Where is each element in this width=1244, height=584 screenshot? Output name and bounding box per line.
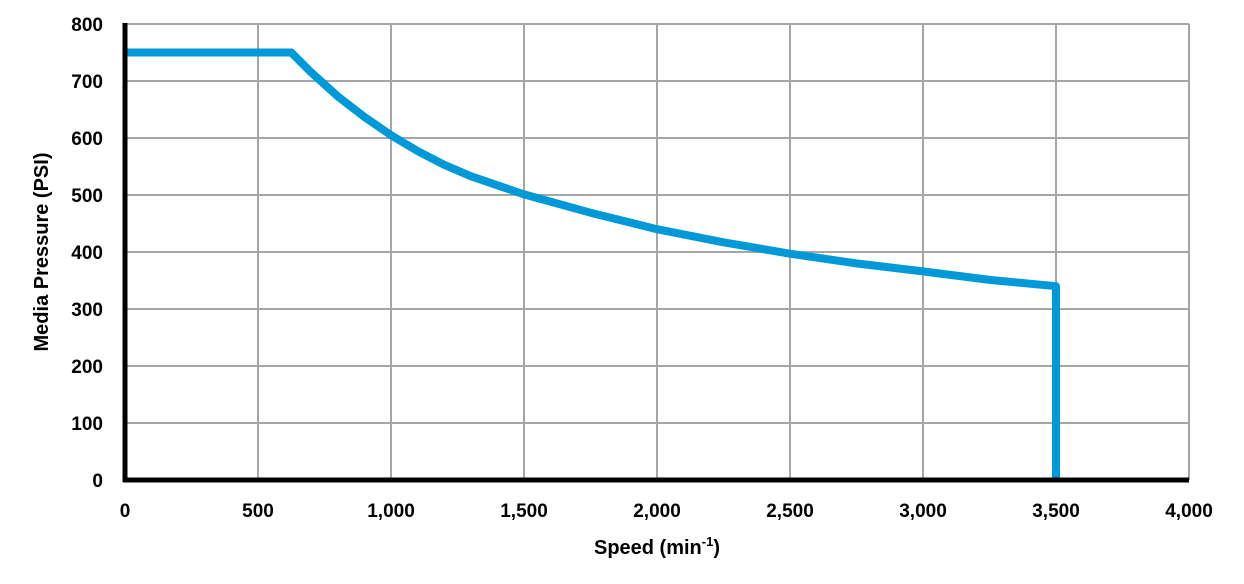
y-tick-label: 800 bbox=[71, 15, 103, 36]
x-axis-title-close: ) bbox=[713, 537, 720, 559]
x-tick-label: 2,000 bbox=[633, 501, 681, 522]
x-tick-label: 2,500 bbox=[766, 501, 814, 522]
y-axis-tick-labels: 0 100 200 300 400 500 600 700 800 bbox=[71, 15, 103, 492]
y-tick-label: 700 bbox=[71, 72, 103, 93]
y-axis-title: Media Pressure (PSI) bbox=[31, 153, 53, 352]
x-tick-label: 1,000 bbox=[367, 501, 415, 522]
y-tick-label: 400 bbox=[71, 243, 103, 264]
y-tick-label: 300 bbox=[71, 300, 103, 321]
x-axis-title-base: Speed (min bbox=[594, 537, 702, 559]
horizontal-gridlines bbox=[125, 23, 1189, 424]
y-tick-label: 500 bbox=[71, 186, 103, 207]
series-line bbox=[125, 48, 1060, 480]
y-tick-label: 600 bbox=[71, 129, 103, 150]
x-tick-label: 1,500 bbox=[500, 501, 548, 522]
y-tick-label: 0 bbox=[92, 471, 103, 492]
x-axis-tick-labels: 0 500 1,000 1,500 2,000 2,500 3,000 3,500 4,000 bbox=[120, 501, 1213, 522]
y-tick-label: 200 bbox=[71, 357, 103, 378]
x-tick-label: 3,500 bbox=[1032, 501, 1080, 522]
x-axis-title-superscript: -1 bbox=[702, 534, 714, 549]
x-axis-title: Speed (min-1) bbox=[594, 534, 720, 559]
data-series bbox=[125, 48, 1060, 480]
y-tick-label: 100 bbox=[71, 414, 103, 435]
x-tick-label: 500 bbox=[242, 501, 274, 522]
x-tick-label: 3,000 bbox=[899, 501, 947, 522]
x-tick-label: 4,000 bbox=[1165, 501, 1213, 522]
x-tick-label: 0 bbox=[120, 501, 131, 522]
